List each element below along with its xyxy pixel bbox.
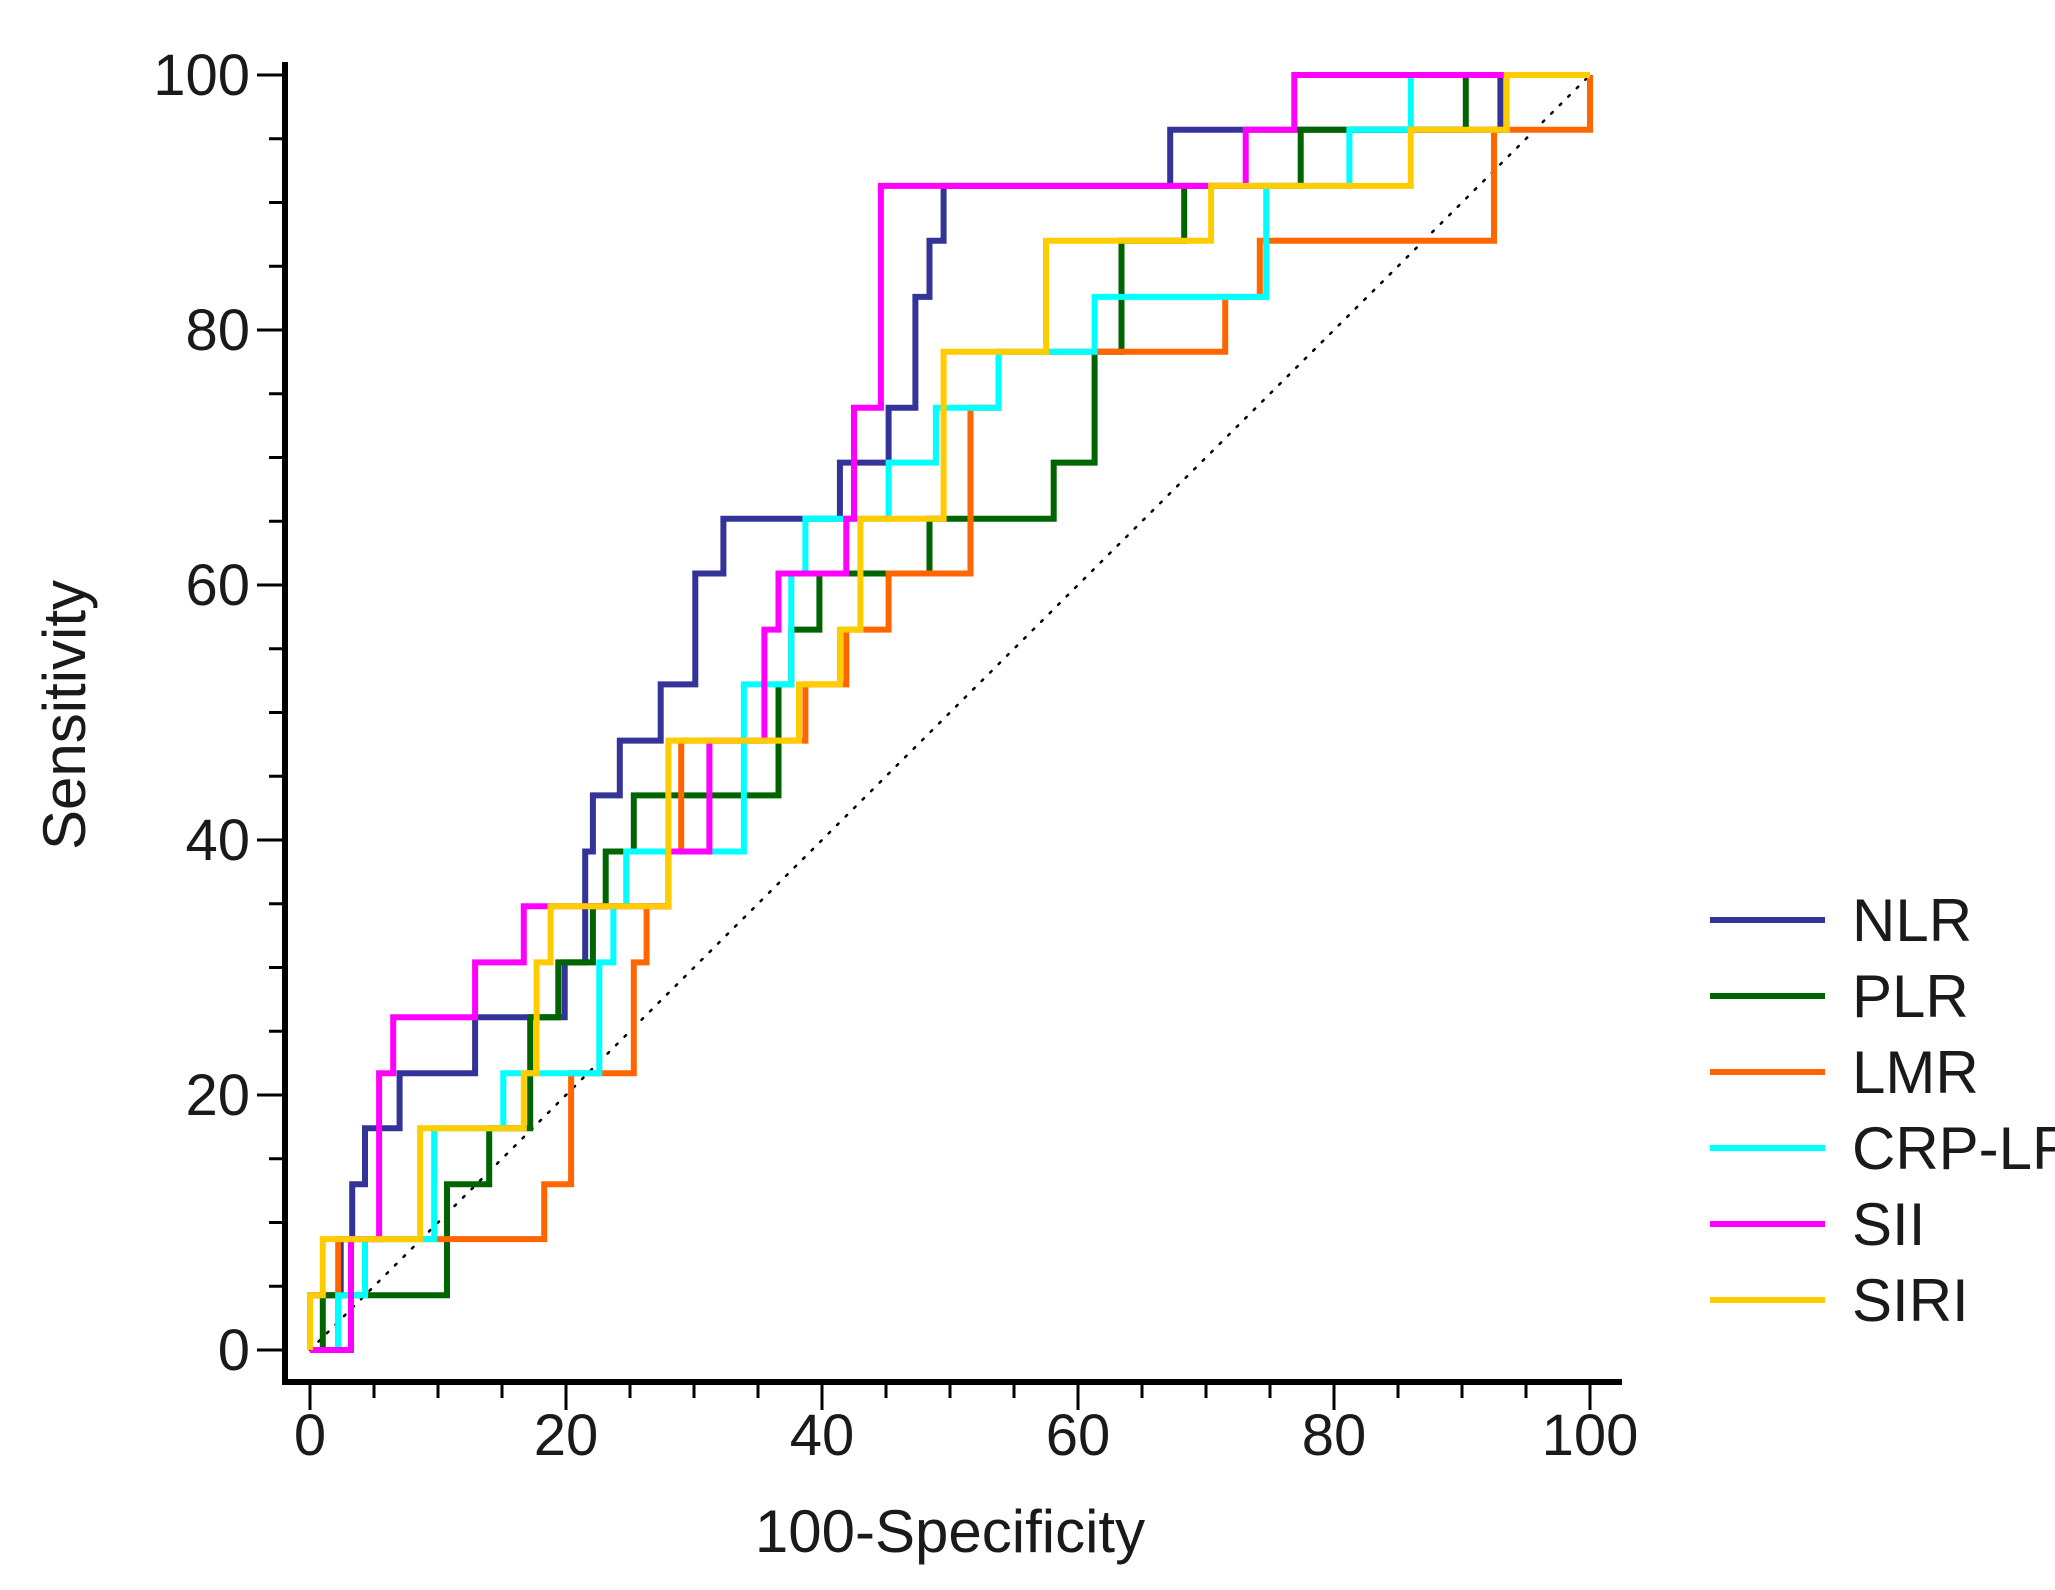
x-tick-label: 100	[1542, 1403, 1639, 1468]
legend-label-crp-lr: CRP-LR	[1852, 1115, 2055, 1182]
y-tick-label: 20	[185, 1063, 250, 1128]
legend-label-siri: SIRI	[1852, 1267, 1969, 1334]
x-axis-title: 100-Specificity	[755, 1498, 1145, 1565]
diagonal-line	[308, 73, 1592, 1352]
x-tick-label: 20	[534, 1403, 599, 1468]
legend-label-sii: SII	[1852, 1191, 1925, 1258]
axes: 0 20 40 60 80 100 0 20 40 60 80 100	[153, 43, 1638, 1468]
y-tick-label: 80	[185, 298, 250, 363]
x-tick-label: 40	[790, 1403, 855, 1468]
legend-label-plr: PLR	[1852, 963, 1969, 1030]
legend: NLR PLR LMR CRP-LR SII SIRI	[1710, 887, 2055, 1334]
legend-label-nlr: NLR	[1852, 887, 1972, 954]
x-tick-label: 60	[1046, 1403, 1111, 1468]
series-line-siri	[307, 72, 1590, 1350]
series-lines	[307, 72, 1593, 1353]
x-tick-label: 80	[1302, 1403, 1367, 1468]
legend-label-lmr: LMR	[1852, 1039, 1979, 1106]
y-tick-label: 100	[153, 43, 250, 108]
series-line-crp-lr	[310, 72, 1590, 1353]
x-tick-label: 0	[294, 1403, 326, 1468]
y-axis-title: Sensitivity	[31, 580, 98, 850]
y-tick-label: 40	[185, 808, 250, 873]
reference-diagonal	[308, 73, 1592, 1352]
y-tick-label: 60	[185, 553, 250, 618]
series-line-nlr	[307, 72, 1590, 1350]
y-tick-label: 0	[218, 1318, 250, 1383]
